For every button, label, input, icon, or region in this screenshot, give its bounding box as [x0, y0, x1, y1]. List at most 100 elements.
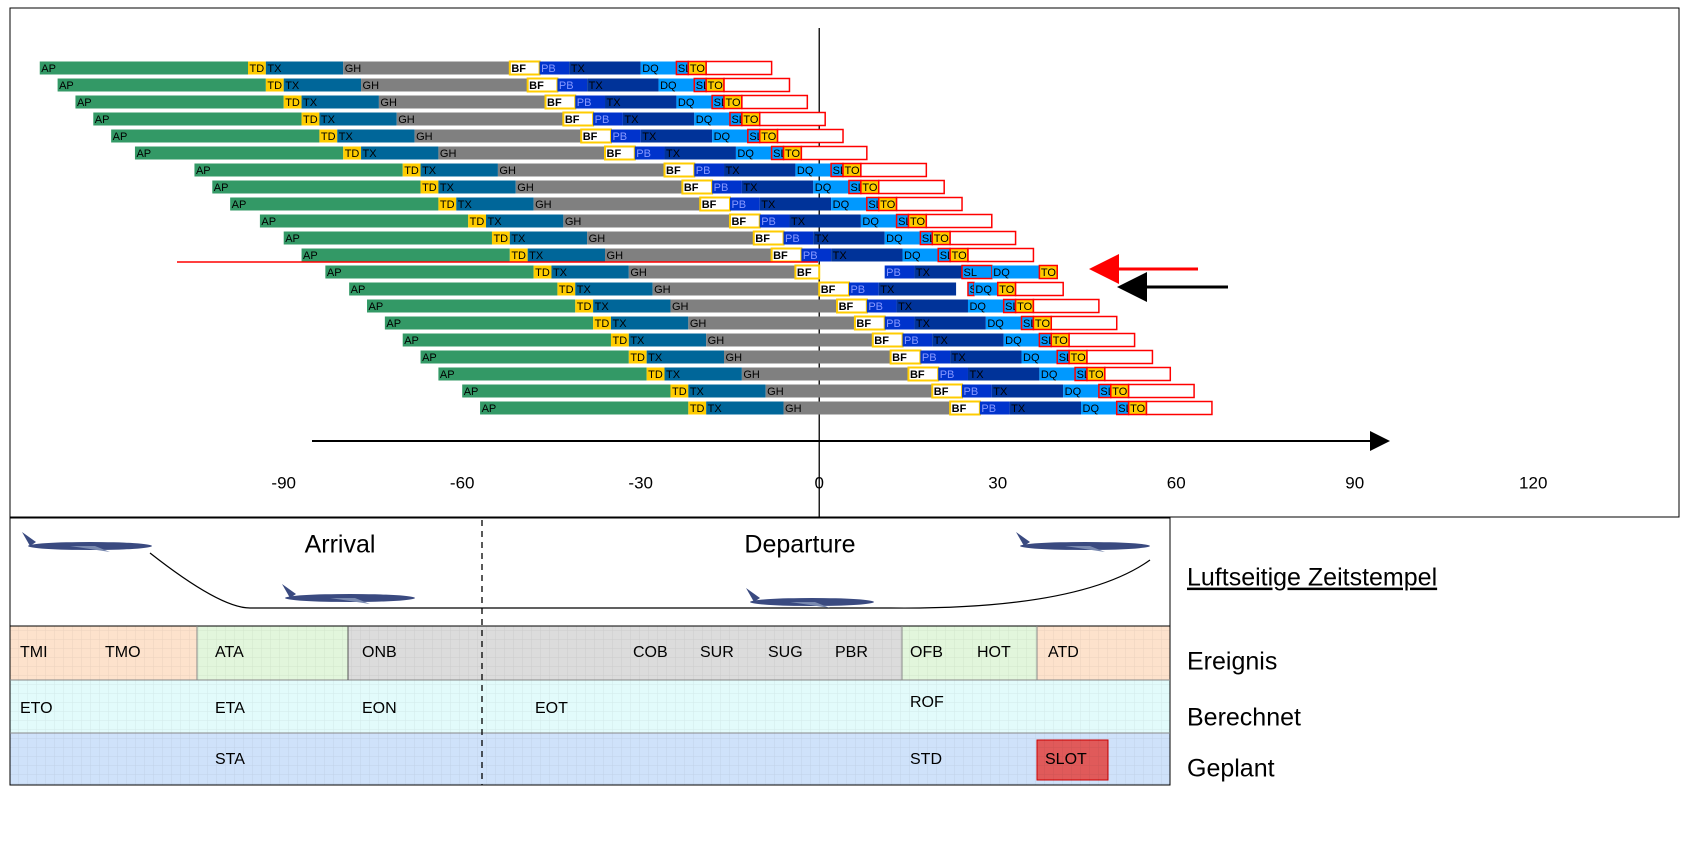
segment-label: TX	[726, 165, 741, 177]
segment	[302, 249, 510, 262]
segment	[742, 96, 807, 109]
segment	[688, 317, 855, 330]
segment-label: TX	[993, 386, 1008, 398]
segment-label: TD	[672, 386, 687, 398]
segment-label: GH	[398, 114, 415, 126]
segment-label: TX	[529, 250, 544, 262]
segment	[861, 164, 926, 177]
segment-label: PB	[577, 97, 592, 109]
segment-label: DQ	[642, 63, 659, 75]
segment-label: AP	[136, 148, 151, 160]
segment-label: BF	[529, 80, 544, 92]
segment	[516, 181, 683, 194]
segment	[397, 113, 564, 126]
segment-label: DQ	[1041, 369, 1058, 381]
segment	[415, 130, 582, 143]
segment	[879, 181, 944, 194]
segment	[766, 385, 933, 398]
timestamp: SLOT	[1045, 751, 1087, 768]
segment-label: TX	[422, 165, 437, 177]
segment-label: DQ	[1083, 403, 1100, 415]
segment-label: AP	[59, 80, 74, 92]
segment-label: TD	[267, 80, 282, 92]
segment-label: BF	[797, 267, 812, 279]
segment	[194, 164, 402, 177]
segment-label: PB	[803, 250, 818, 262]
x-tick-label: 120	[1519, 473, 1547, 492]
segment-label: TX	[511, 233, 526, 245]
segment-label: GH	[565, 216, 582, 228]
segment-label: TX	[952, 352, 967, 364]
timestamp: ATA	[215, 644, 244, 661]
segment-label: PB	[886, 267, 901, 279]
segment	[706, 62, 771, 75]
segment-label: TO	[934, 233, 950, 245]
segment-label: TX	[267, 63, 282, 75]
segment-label: TX	[440, 182, 455, 194]
segment-label: DQ	[678, 97, 695, 109]
segment-label: TX	[690, 386, 705, 398]
segment-label: GH	[672, 301, 689, 313]
segment-label: GH	[726, 352, 743, 364]
segment	[1129, 385, 1194, 398]
segment	[498, 164, 665, 177]
segment-label: TO	[862, 182, 878, 194]
segment-label: BF	[684, 182, 699, 194]
segment-label: DQ	[1065, 386, 1082, 398]
segment	[784, 402, 951, 415]
segment	[778, 130, 843, 143]
segment-label: PB	[940, 369, 955, 381]
segment-label: AP	[95, 114, 110, 126]
segment-label: GH	[345, 63, 362, 75]
segment-label: TX	[303, 97, 318, 109]
segment-label: BF	[702, 199, 717, 211]
segment-label: DQ	[737, 148, 754, 160]
x-tick-label: -30	[628, 473, 653, 492]
arrival-label: Arrival	[305, 531, 376, 559]
row-label: Geplant	[1187, 755, 1275, 783]
segment	[212, 181, 420, 194]
segment	[587, 232, 754, 245]
segment-label: DQ	[993, 267, 1010, 279]
segment-label: GH	[630, 267, 647, 279]
timestamp: OFB	[910, 644, 943, 661]
segment-label: TD	[303, 114, 318, 126]
row-label: Ereignis	[1187, 648, 1277, 676]
segment-label: PB	[731, 199, 746, 211]
segment-label: PB	[612, 131, 627, 143]
segment-label: TX	[916, 318, 931, 330]
segment	[706, 334, 873, 347]
segment-label: TX	[880, 284, 895, 296]
timestamp: TMO	[105, 644, 141, 661]
segment-label: PB	[696, 165, 711, 177]
segment-label: GH	[654, 284, 671, 296]
segment-label: PB	[714, 182, 729, 194]
segment	[760, 113, 825, 126]
page: {"chart_data": {"type": "gantt", "xlim":…	[0, 0, 1681, 843]
x-tick-label: 30	[988, 473, 1007, 492]
flight-panel	[10, 518, 1170, 626]
segment-label: GH	[743, 369, 760, 381]
segment-label: TO	[910, 216, 926, 228]
timestamp: HOT	[977, 644, 1011, 661]
segment-label: TD	[422, 182, 437, 194]
segment	[421, 351, 629, 364]
segment	[385, 317, 593, 330]
segment-label: TX	[708, 403, 723, 415]
segment	[605, 249, 772, 262]
segment-label: TX	[666, 148, 681, 160]
segment	[438, 147, 605, 160]
timestamp: STD	[910, 751, 942, 768]
segment-label: BF	[666, 165, 681, 177]
timestamp: ONB	[362, 644, 397, 661]
segment-label: AP	[464, 386, 479, 398]
segment	[534, 198, 701, 211]
segment-label: DQ	[886, 233, 903, 245]
segment-label: TX	[339, 131, 354, 143]
segment-label: TD	[470, 216, 485, 228]
segment-label: DQ	[660, 80, 677, 92]
segment-label: DQ	[987, 318, 1004, 330]
segment	[40, 62, 248, 75]
segment	[58, 79, 266, 92]
segment-label: TO	[845, 165, 861, 177]
